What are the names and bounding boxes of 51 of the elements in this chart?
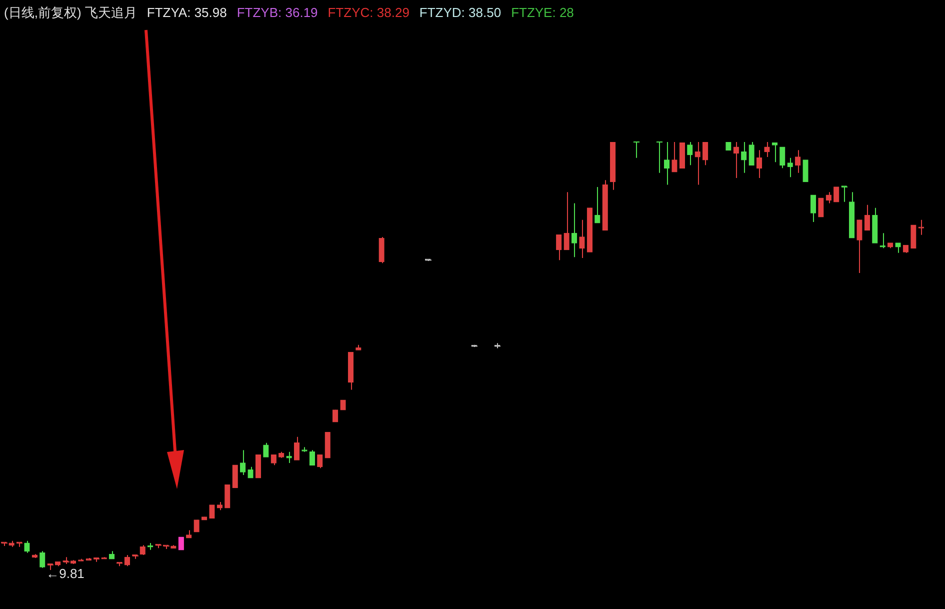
candlestick [910,224,916,248]
candlestick [224,484,230,508]
candlestick [794,150,801,174]
candlestick [309,450,316,466]
candlestick [571,202,578,258]
candlestick [748,142,754,166]
candlestick [702,142,708,166]
candlestick [594,186,600,224]
text: FTZYB: 36.19 [236,5,318,20]
candlestick [40,550,46,568]
candlestick [818,198,824,218]
candlestick [263,442,269,458]
candlestick [317,454,323,469]
candlestick [664,142,670,186]
candlestick [841,186,848,202]
candlestick [240,450,246,476]
candlestick [564,192,570,250]
candlestick [810,194,816,223]
candlestick [209,504,215,519]
candlestick [741,142,747,174]
candlestick [733,142,739,178]
candlestick [864,204,870,231]
candlestick [895,242,901,254]
candlestick [856,219,862,274]
candlestick [340,400,346,410]
candlestick [255,454,262,478]
text: FTZYA: 35.98 [146,5,227,20]
candlestick [286,451,292,464]
chart-title: (日线,前复权) 飞天追月 [4,5,137,20]
text: FTZYD: 38.50 [419,5,502,20]
candlestick [802,160,808,182]
candlestick [294,436,300,461]
candlestick [378,236,384,264]
candlestick [787,157,793,178]
candlestick [764,142,770,158]
candlestick [756,150,762,178]
candlestick [834,186,840,202]
candlestick [178,536,184,550]
candlestick [687,142,693,166]
text: FTZYC: 38.29 [328,5,410,20]
candlestick [232,464,238,488]
candlestick [780,146,786,169]
text: FTZYE: 28 [511,5,574,20]
candlestick [556,234,562,261]
candlestick [772,142,778,163]
candlestick [918,219,924,236]
annotation: ←9.81 [46,566,84,582]
candlestick [694,142,700,186]
candlestick [826,192,832,204]
candlestick [672,142,678,172]
candlestick [579,219,585,258]
